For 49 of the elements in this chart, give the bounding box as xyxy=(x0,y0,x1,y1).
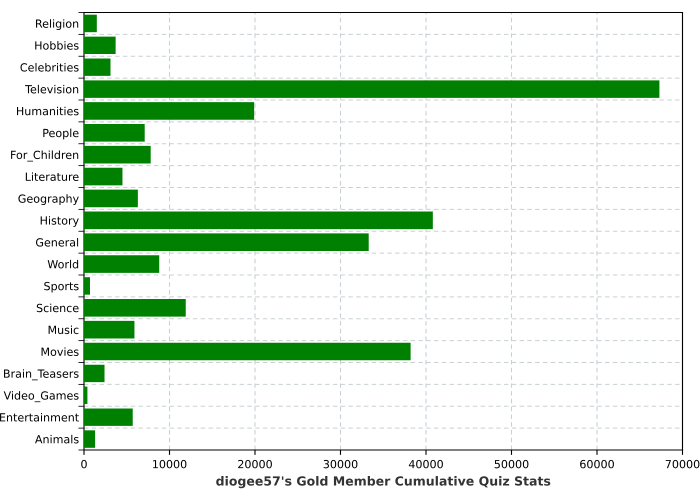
x-tick-label: 40000 xyxy=(408,460,443,468)
y-tick-label: World xyxy=(48,260,78,268)
bar xyxy=(84,212,433,230)
y-tick-label: Humanities xyxy=(17,106,79,116)
x-axis-title: diogee57's Gold Member Cumulative Quiz Stats xyxy=(216,476,550,488)
y-tick-label: Hobbies xyxy=(35,41,79,50)
x-tick-label: 0 xyxy=(81,460,87,468)
y-tick-label: For_Children xyxy=(11,150,78,162)
y-tick-label: Entertainment xyxy=(0,412,79,422)
y-tick-label: Geography xyxy=(18,194,79,205)
bar xyxy=(84,190,138,208)
y-tick-label: History xyxy=(40,216,79,227)
x-tick-label: 20000 xyxy=(238,460,272,468)
bar xyxy=(84,146,151,164)
y-tick-label: People xyxy=(43,128,79,140)
y-tick-label: General xyxy=(36,238,78,247)
bar xyxy=(84,124,145,142)
bar xyxy=(84,168,122,186)
bar xyxy=(84,80,660,98)
y-tick-label: Movies xyxy=(42,347,79,356)
bar xyxy=(84,430,96,448)
y-tick-label: Sports xyxy=(44,282,79,292)
y-tick-label: Literature xyxy=(26,172,79,181)
y-tick-label: Religion xyxy=(36,19,78,30)
bar xyxy=(84,364,105,382)
x-tick-label: 30000 xyxy=(324,460,358,468)
y-tick-label: Music xyxy=(48,325,78,334)
y-tick-label: Science xyxy=(36,304,79,312)
bar xyxy=(84,14,97,32)
y-tick-label: Celebrities xyxy=(20,62,79,72)
bar xyxy=(84,102,254,120)
bar xyxy=(84,255,160,273)
y-tick-label: Television xyxy=(25,84,78,94)
bar xyxy=(84,299,186,317)
bar xyxy=(84,408,133,426)
bar xyxy=(84,58,111,76)
y-tick-label: Animals xyxy=(34,434,79,444)
y-tick-label: Brain_Teasers xyxy=(4,369,79,380)
bar xyxy=(84,233,369,251)
y-tick-label: Video_Games xyxy=(4,391,79,402)
x-tick-label: 70000 xyxy=(666,460,700,468)
x-tick-label: 50000 xyxy=(494,460,528,468)
x-tick-label: 10000 xyxy=(153,460,186,468)
bar xyxy=(84,277,90,295)
bar xyxy=(84,320,134,338)
bar xyxy=(84,342,411,360)
x-tick-label: 60000 xyxy=(580,460,614,468)
bar xyxy=(84,36,116,54)
bar xyxy=(84,386,88,404)
